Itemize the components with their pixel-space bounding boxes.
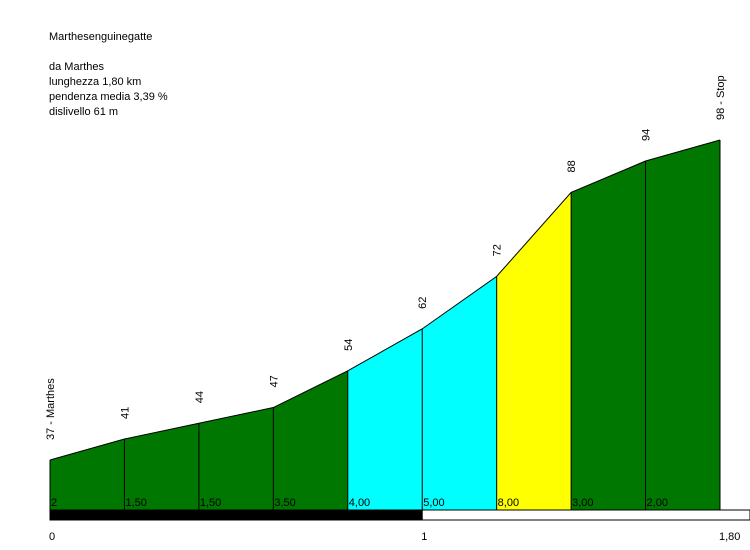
elevation-label: 62	[417, 297, 429, 309]
elevation-label: 44	[194, 391, 206, 403]
elevation-label: 94	[641, 129, 653, 141]
x-tick-label: 1,80	[719, 531, 740, 543]
profile-segment	[198, 407, 274, 510]
info-block: Marthesenguinegatte da Marthes lunghezza…	[49, 30, 168, 120]
segment-grade-label: 3,50	[274, 497, 295, 509]
elevation-label: 88	[566, 160, 578, 172]
elevation-label: 72	[492, 244, 504, 256]
segment-grade-label: 5,00	[423, 497, 444, 509]
segment-grade-label: 2,00	[647, 497, 668, 509]
route-start: da Marthes	[49, 61, 105, 73]
elevation-label: 47	[268, 375, 280, 387]
segment-grade-label: 4,00	[349, 497, 370, 509]
segment-grade-label: 8,00	[498, 497, 519, 509]
segment-grade-label: 2	[51, 497, 57, 509]
route-elevation-gain: dislivello 61 m	[49, 106, 119, 118]
elevation-label: 54	[343, 339, 355, 351]
segment-grade-label: 1,50	[125, 497, 146, 509]
km-bar-filled	[49, 509, 423, 521]
segment-grade-label: 1,50	[200, 497, 221, 509]
profile-segment	[347, 328, 423, 510]
profile-segment	[571, 160, 646, 510]
profile-segment	[645, 140, 720, 510]
profile-segment	[50, 439, 125, 510]
km-bar-empty	[421, 509, 750, 521]
segment-grade-label: 3,00	[572, 497, 593, 509]
profile-segment	[496, 192, 572, 510]
x-tick-label: 0	[49, 531, 55, 543]
profile-segment	[273, 370, 348, 510]
profile-segment	[422, 276, 497, 510]
profile-segment	[124, 423, 199, 510]
x-tick-label: 1	[421, 531, 427, 543]
elevation-label: 37 - Marthes	[45, 378, 57, 440]
elevation-label: 98 - Stop	[715, 75, 727, 120]
elevation-label: 41	[119, 407, 131, 419]
route-title: Marthesenguinegatte	[49, 31, 153, 43]
profile-outline	[49, 139, 721, 461]
route-length: lunghezza 1,80 km	[49, 76, 142, 88]
route-avg-grade: pendenza media 3,39 %	[49, 91, 168, 103]
